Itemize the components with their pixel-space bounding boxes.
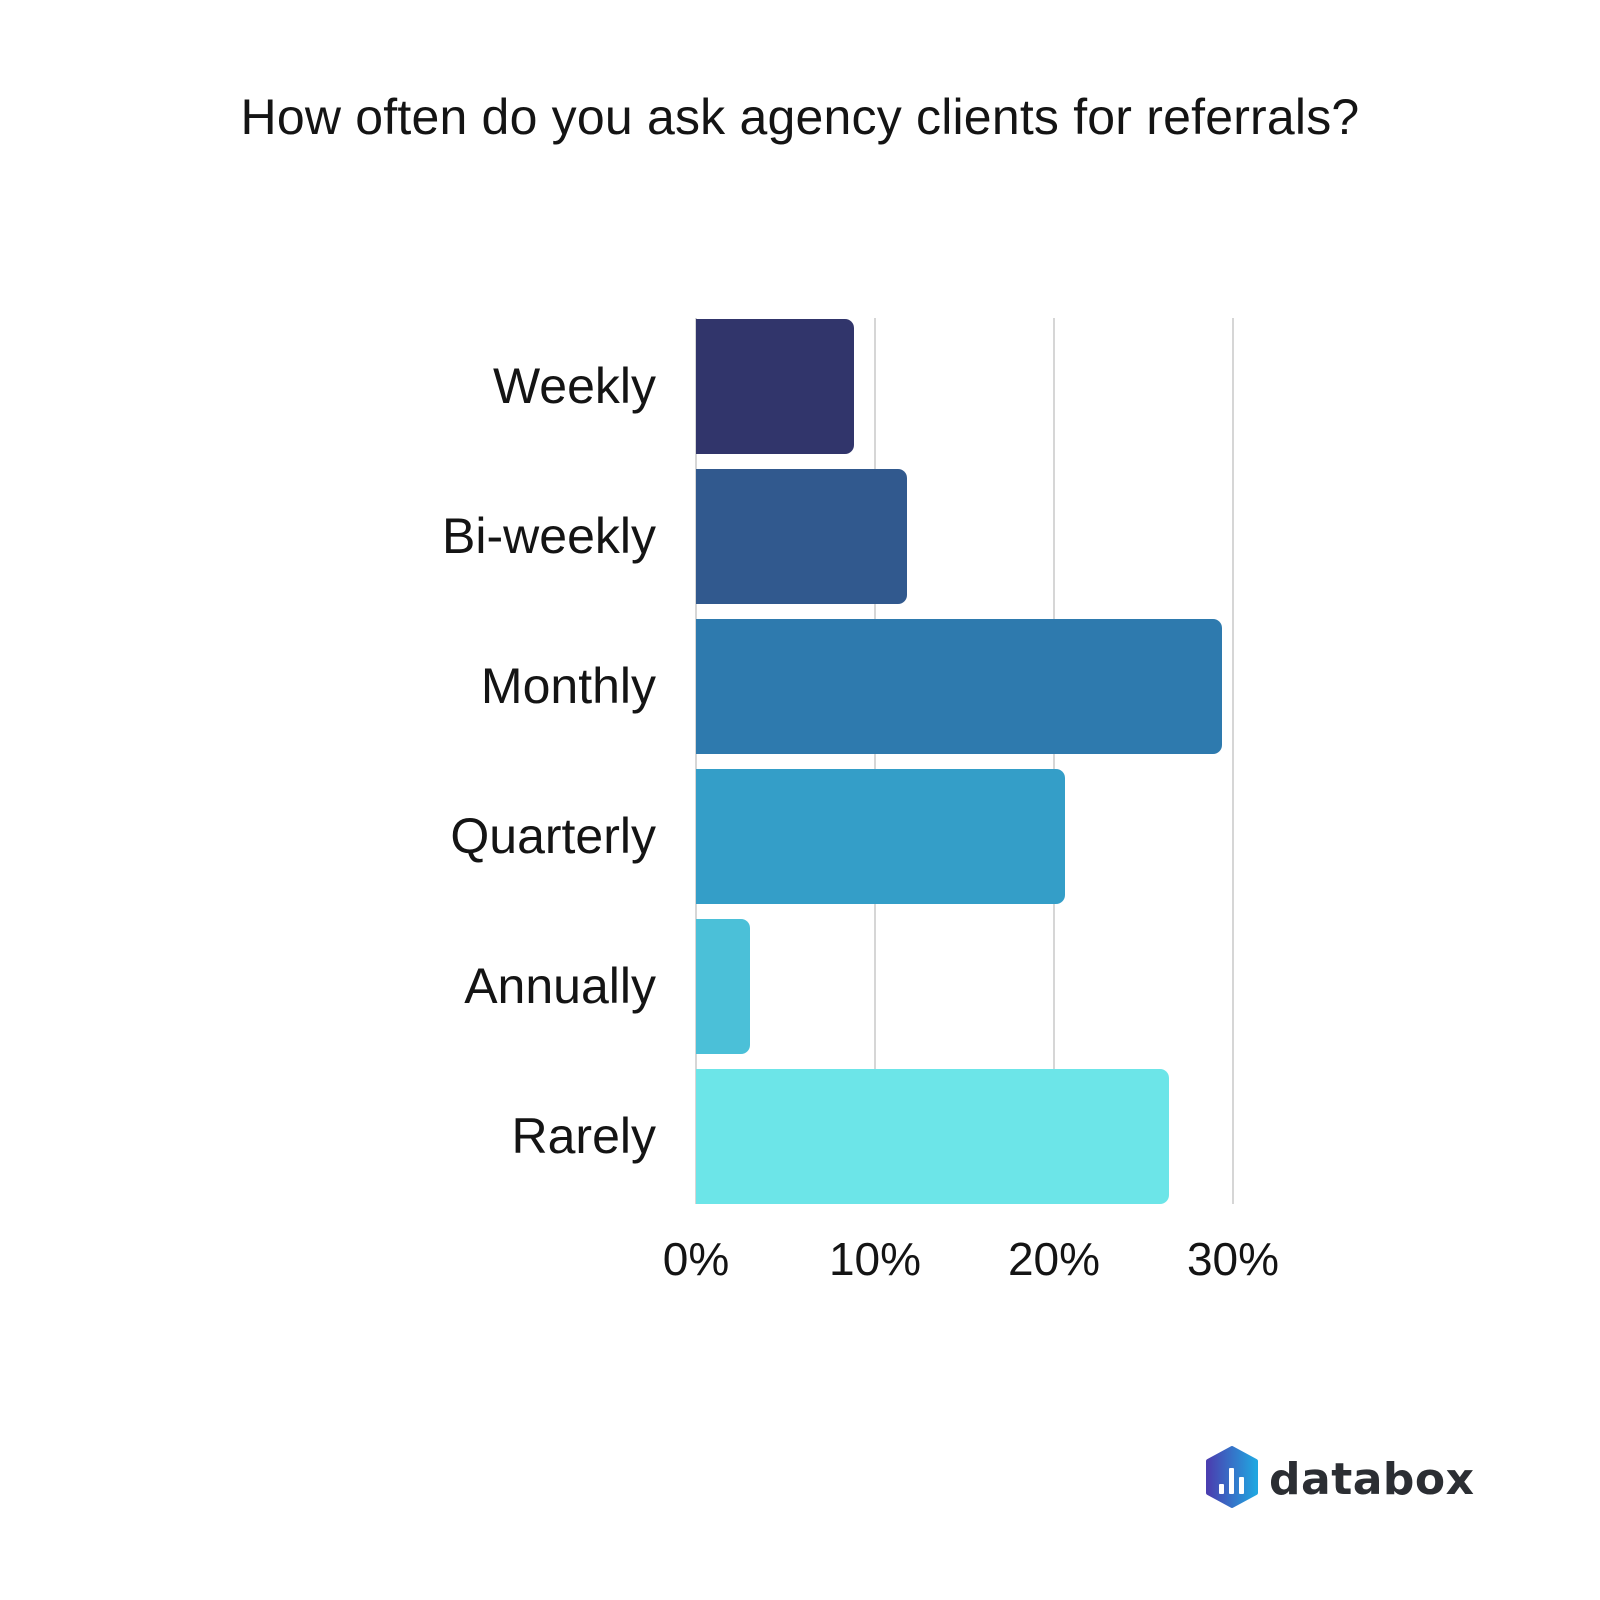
x-tick-label-20: 20% — [1007, 1233, 1101, 1285]
gridline-0 — [695, 318, 697, 1204]
x-tick-label-10: 10% — [828, 1233, 922, 1285]
bar-quarterly — [696, 769, 1065, 904]
category-label-weekly: Weekly — [492, 358, 656, 414]
bar-weekly — [696, 319, 854, 454]
x-tick-label-30: 30% — [1186, 1233, 1280, 1285]
gridline-10 — [874, 318, 876, 1204]
category-label-quarterly: Quarterly — [450, 808, 656, 864]
bar-bi-weekly — [696, 469, 908, 604]
x-tick-label-0: 0% — [662, 1233, 730, 1285]
category-label-rarely: Rarely — [511, 1108, 656, 1164]
bar-monthly — [696, 619, 1223, 754]
bar-rarely — [696, 1069, 1169, 1204]
category-label-bi-weekly: Bi-weekly — [442, 508, 656, 564]
gridline-20 — [1053, 318, 1055, 1204]
databox-logo: databox — [1205, 1445, 1475, 1513]
databox-logo-text: databox — [1269, 1453, 1475, 1505]
databox-logo-icon — [1205, 1445, 1259, 1513]
category-label-annually: Annually — [464, 958, 656, 1014]
bar-annually — [696, 919, 750, 1054]
category-label-monthly: Monthly — [480, 658, 656, 714]
gridline-30 — [1232, 318, 1234, 1204]
chart-title: How often do you ask agency clients for … — [240, 89, 1360, 145]
